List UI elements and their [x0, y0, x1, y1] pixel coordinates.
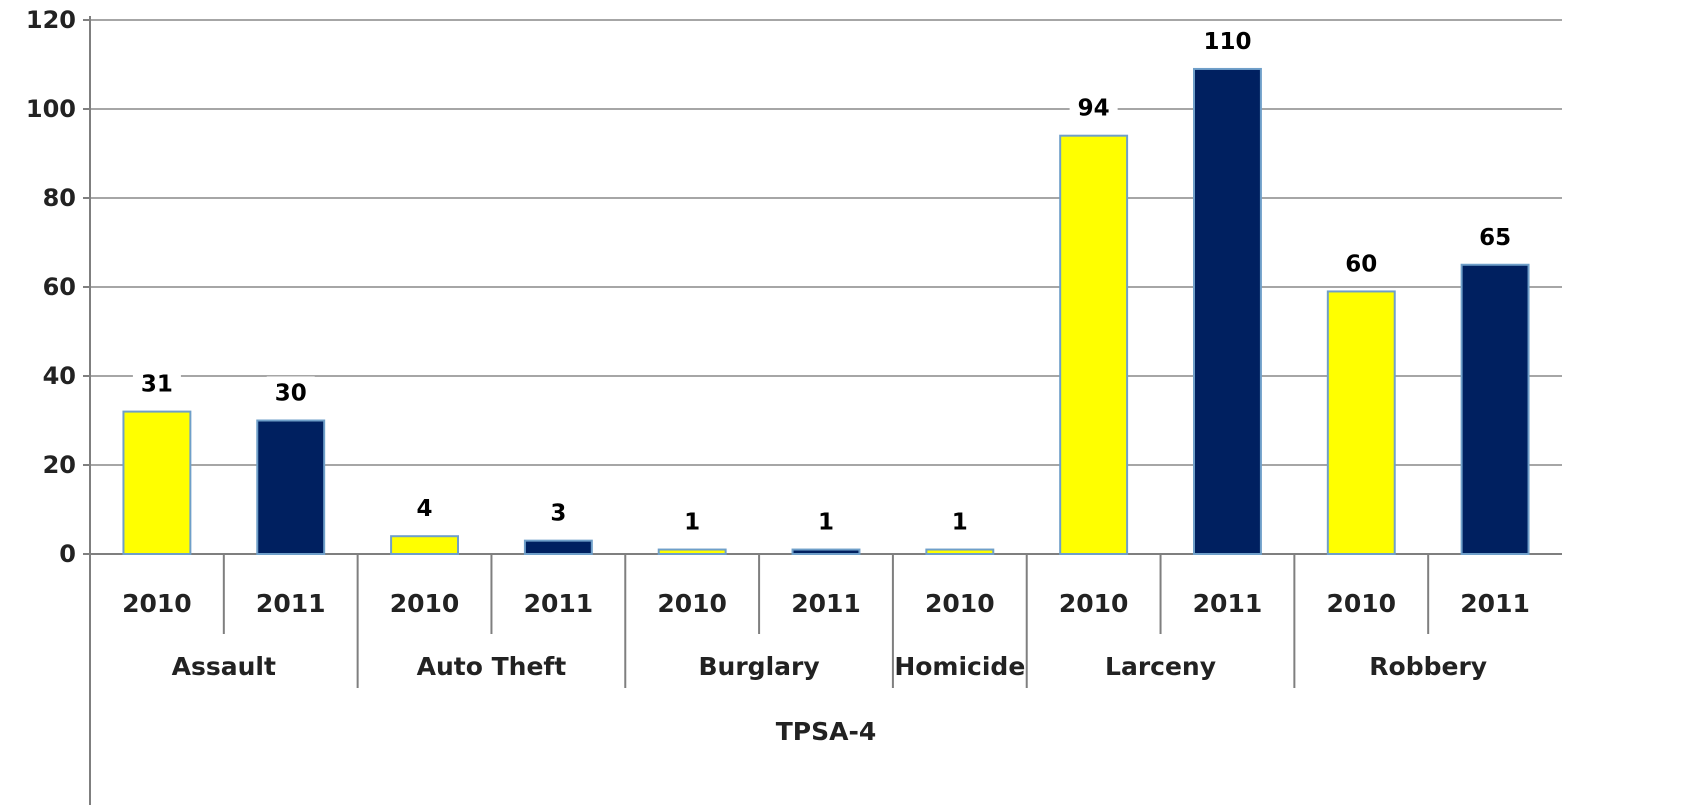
y-tick-label: 60	[43, 273, 76, 301]
x-tick-label-category: Assault	[172, 652, 276, 681]
x-tick-label-year: 2010	[1059, 589, 1129, 618]
x-tick-label-year: 2011	[256, 589, 326, 618]
bar-homicide-2010	[925, 548, 995, 555]
y-tick-label: 80	[43, 184, 76, 212]
data-label-background	[266, 376, 315, 409]
y-tick-label: 120	[26, 6, 76, 34]
data-label-background	[408, 492, 442, 525]
bar-larceny-2011	[1193, 67, 1262, 555]
data-label: 1	[684, 510, 700, 536]
x-tick-label-category: Auto Theft	[417, 652, 567, 681]
gridlines	[90, 19, 1562, 466]
bar-robbery-2011	[1460, 263, 1530, 555]
x-tick-label-year: 2011	[1460, 589, 1530, 618]
data-label-background	[809, 505, 843, 538]
data-label: 1	[818, 510, 834, 536]
data-label-background	[541, 496, 575, 529]
bar-larceny-2010	[1059, 134, 1129, 555]
data-label: 94	[1078, 96, 1110, 122]
bars	[122, 67, 1530, 556]
x-tick-label-year: 2010	[925, 589, 995, 618]
bar-auto-theft-2010	[390, 535, 459, 556]
x-tick-label-year: 2010	[390, 589, 460, 618]
bar-burglary-2010	[657, 548, 727, 555]
bar-robbery-2010	[1326, 290, 1396, 555]
x-tick-label-year: 2010	[657, 589, 727, 618]
x-tick-label-year: 2011	[1193, 589, 1263, 618]
y-tick-label: 100	[26, 95, 76, 123]
bar-burglary-2011	[791, 548, 861, 555]
data-label-background	[675, 505, 709, 538]
data-label: 65	[1479, 225, 1511, 251]
data-label: 110	[1203, 29, 1251, 55]
x-tick-label-category: Burglary	[699, 652, 820, 681]
data-label-background	[132, 367, 181, 400]
data-label-background	[1337, 247, 1386, 280]
x-tick-label-year: 2010	[122, 589, 192, 618]
bar-assault-2011	[256, 419, 326, 555]
data-label-background	[943, 505, 977, 538]
y-tick-label: 20	[43, 451, 76, 479]
bar-auto-theft-2011	[523, 539, 593, 556]
axes: 0 20 40 60 80 100 120	[26, 6, 1562, 805]
data-label: 4	[417, 496, 433, 522]
x-tick-label-category: Robbery	[1369, 652, 1487, 681]
data-label-background	[1471, 220, 1520, 253]
data-label: 30	[275, 381, 307, 407]
data-label-background	[1195, 24, 1259, 57]
category-axis: 2010 2011 2010 2011 2010 2011 2010 2010 2011 2010…	[122, 554, 1530, 688]
x-axis-group-label: TPSA-4	[776, 717, 877, 746]
data-label: 31	[141, 372, 173, 398]
x-tick-label-year: 2010	[1326, 589, 1396, 618]
data-label: 60	[1345, 251, 1377, 277]
x-tick-label-year: 2011	[791, 589, 861, 618]
data-label-background	[1069, 91, 1118, 124]
y-tick-label: 0	[59, 540, 76, 568]
x-tick-label-category: Homicide	[894, 652, 1025, 681]
y-tick-label: 40	[43, 362, 76, 390]
data-label: 1	[952, 510, 968, 536]
x-tick-label-category: Larceny	[1105, 652, 1216, 681]
x-tick-label-year: 2011	[524, 589, 594, 618]
bar-assault-2010	[122, 410, 192, 555]
data-label: 3	[550, 501, 566, 527]
